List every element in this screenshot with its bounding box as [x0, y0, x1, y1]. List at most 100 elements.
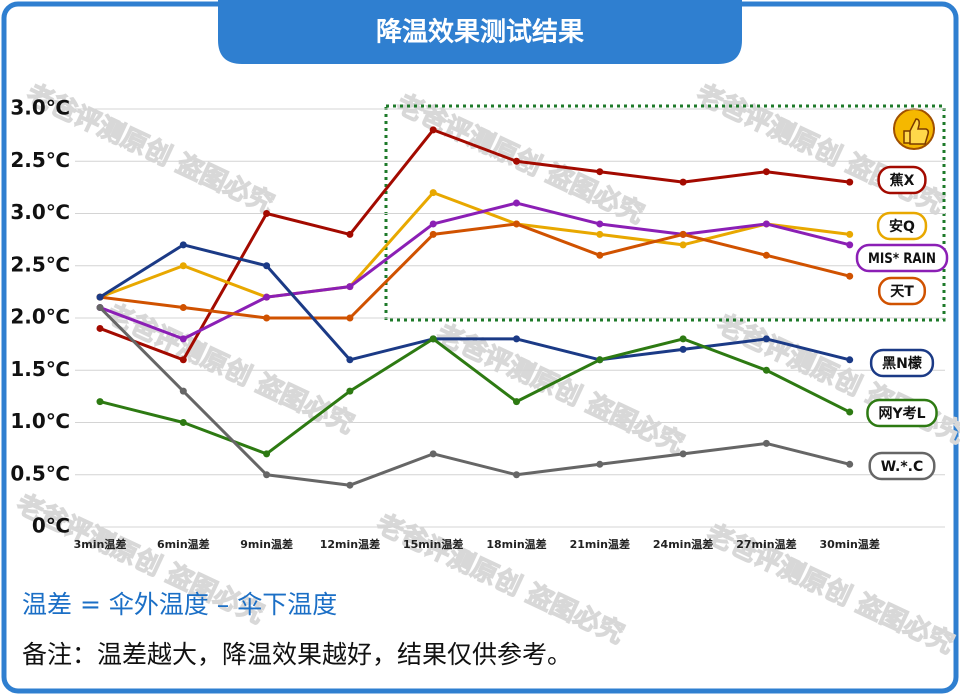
thumb-icon: [893, 108, 935, 150]
data-point: [179, 335, 187, 343]
data-point: [679, 345, 687, 353]
data-point: [96, 304, 104, 312]
y-tick-label: 2.5℃: [10, 252, 70, 276]
data-point: [846, 408, 854, 416]
x-tick-label: 12min温差: [320, 537, 380, 551]
data-point: [263, 471, 271, 479]
legend-box: [855, 243, 949, 273]
data-point: [846, 460, 854, 468]
data-point: [429, 220, 437, 228]
series-line: [99, 243, 851, 362]
legend-label: 黑N檬: [882, 355, 922, 372]
legend-label: W.*.C: [881, 459, 924, 475]
data-point: [846, 178, 854, 186]
y-tick-label: 1.0℃: [10, 409, 70, 433]
legend-label: 天T: [890, 284, 914, 300]
data-point: [679, 178, 687, 186]
x-tick-label: 27min温差: [736, 537, 796, 551]
data-point: [429, 230, 437, 238]
x-tick-label: 21min温差: [570, 537, 630, 551]
data-point: [679, 230, 687, 238]
series-line: [99, 201, 851, 341]
data-point: [513, 335, 520, 343]
data-point: [513, 199, 520, 207]
x-tick-label: 9min温差: [240, 537, 293, 551]
legend-box: [877, 165, 927, 195]
series-line: [99, 128, 850, 362]
note: 备注：温差越大，降温效果越好，结果仅供参考。: [22, 640, 572, 669]
title-banner: [218, 0, 742, 64]
data-point: [513, 220, 520, 228]
data-point: [846, 241, 854, 249]
y-tick-label: 1.5℃: [10, 357, 70, 381]
y-tick-label: 2.0℃: [10, 305, 70, 329]
data-point: [346, 387, 354, 395]
x-tick-label: 6min温差: [157, 537, 210, 551]
data-point: [429, 189, 437, 197]
data-point: [513, 471, 520, 479]
data-point: [846, 230, 854, 238]
legend-label: 安Q: [889, 218, 915, 235]
legend-label: 网Y考L: [878, 405, 925, 422]
series-line: [99, 337, 851, 456]
y-tick-label: 3.0℃: [10, 200, 70, 224]
data-point: [429, 335, 437, 343]
series-line: [99, 222, 851, 320]
legend-box: [877, 276, 927, 306]
x-tick-label: 15min温差: [403, 537, 463, 551]
data-point: [596, 230, 604, 238]
y-tick-label: 2.5℃: [10, 148, 70, 172]
data-point: [679, 450, 687, 458]
data-point: [263, 210, 271, 217]
data-point: [679, 241, 687, 249]
data-point: [179, 419, 187, 426]
data-point: [513, 157, 520, 165]
data-point: [263, 314, 271, 322]
data-point: [346, 314, 354, 322]
data-point: [179, 304, 187, 312]
data-point: [429, 450, 437, 458]
data-point: [596, 220, 604, 228]
data-point: [762, 366, 770, 374]
data-point: [263, 293, 271, 301]
data-point: [179, 356, 187, 364]
data-point: [762, 220, 770, 228]
data-point: [762, 439, 770, 447]
data-point: [762, 251, 770, 259]
data-point: [679, 335, 687, 343]
legend-box: [869, 348, 935, 378]
series-line: [99, 191, 850, 299]
data-point: [179, 387, 187, 395]
x-tick-label: 3min温差: [74, 537, 127, 551]
formula: 温差 = 伞外温度 – 伞下温度: [22, 590, 337, 619]
y-tick-label: 0℃: [32, 514, 70, 538]
data-point: [596, 460, 604, 468]
data-point: [346, 481, 354, 489]
legend-label: 蕉X: [890, 172, 915, 189]
chart-title: 降温效果测试结果: [376, 17, 584, 48]
data-point: [513, 398, 520, 406]
y-tick-label: 3.0℃: [10, 96, 70, 120]
data-point: [596, 356, 604, 364]
x-tick-label: 24min温差: [653, 537, 713, 551]
legend-box: [868, 451, 936, 481]
data-point: [179, 241, 187, 249]
legend-box: [866, 398, 938, 428]
data-point: [846, 356, 854, 364]
x-tick-label: 30min温差: [820, 537, 880, 551]
data-point: [263, 450, 271, 458]
legend-box: [876, 211, 928, 241]
data-point: [596, 251, 604, 259]
data-point: [263, 262, 271, 270]
data-point: [346, 356, 354, 364]
legend-label: MIS* RAIN: [868, 251, 936, 267]
data-point: [429, 126, 437, 134]
data-point: [346, 283, 354, 291]
y-tick-label: 0.5℃: [10, 461, 70, 485]
data-point: [762, 168, 770, 176]
data-point: [846, 272, 854, 280]
data-point: [596, 168, 604, 176]
data-point: [96, 398, 104, 406]
data-point: [96, 293, 104, 301]
